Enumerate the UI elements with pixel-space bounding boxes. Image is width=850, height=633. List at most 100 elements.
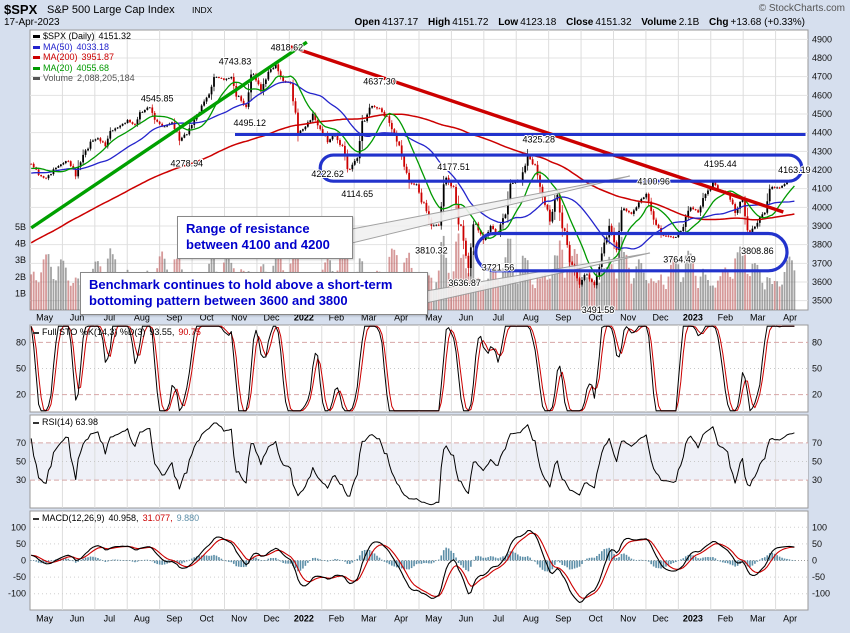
bottoming-zone-capsule	[474, 231, 789, 273]
symbol-ticker: $SPX	[4, 2, 38, 17]
price-axis-label: 4000	[812, 202, 832, 212]
quote-label: Chg	[709, 17, 729, 28]
price-label: 4818.62	[271, 43, 304, 53]
price-label: 3764.49	[663, 254, 696, 264]
price-label: 4637.30	[363, 76, 396, 86]
macd-axis-label: 50	[812, 539, 822, 549]
rsi-title-text: RSI(14) 63.98	[42, 417, 99, 427]
month-axis-label: May	[36, 313, 54, 323]
quote-value: 4123.18	[520, 17, 557, 28]
price-axis-label: 4300	[812, 146, 832, 156]
month-axis-label: Sep	[166, 614, 182, 624]
month-axis-label: Nov	[231, 614, 248, 624]
sto-axis-label: 80	[16, 337, 26, 347]
blue-annotations	[234, 133, 806, 273]
volume-axis-label: 3B	[15, 255, 26, 265]
rsi-panel-title: RSI(14) 63.98	[33, 417, 98, 427]
sto-axis-label: 50	[16, 364, 26, 374]
legend-volume: Volume 2,088,205,184	[33, 73, 135, 84]
legend-value: 4033.18	[76, 41, 110, 52]
month-axis-label: Nov	[620, 614, 637, 624]
month-axis-label: Oct	[200, 313, 215, 323]
month-axis-label: Oct	[589, 313, 604, 323]
month-axis-label: Aug	[523, 614, 539, 624]
quote-value: 2.1B	[678, 17, 700, 28]
indicator-icon	[33, 331, 39, 334]
month-axis-label: Jun	[70, 614, 85, 624]
macd-axis-label: -50	[13, 572, 26, 582]
month-axis-label: Oct	[200, 614, 215, 624]
quote-value: 4151.32	[595, 17, 632, 28]
price-label: 4222.62	[311, 169, 344, 179]
month-axis-label: Aug	[134, 313, 150, 323]
sto-axis-label: 50	[812, 364, 822, 374]
quote-label: High	[428, 17, 451, 28]
legend-value: 4055.68	[76, 62, 110, 73]
rsi-plot	[30, 422, 795, 506]
month-axis-label: Nov	[620, 313, 637, 323]
ohlc-quote-line: Open 4137.17 High 4151.72 Low 4123.18 Close…	[355, 17, 812, 28]
index-name: S&P 500 Large Cap Index	[47, 4, 175, 16]
main-chart-legend: $SPX (Daily) 4151.32 MA(50) 4033.18 MA(200…	[33, 31, 135, 84]
price-axis-label: 4600	[812, 90, 832, 100]
price-label: 4195.44	[704, 159, 737, 169]
axis-labels: 3500 3600 3700 3800 3900 4000 4100 4200 4300 4400…	[8, 34, 832, 623]
macd-hist-value: 9.880	[176, 513, 200, 523]
month-axis-label: 2022	[294, 614, 314, 624]
month-axis-label: Feb	[718, 313, 734, 323]
ma200-line-icon	[33, 56, 40, 60]
macd-histogram	[30, 547, 796, 573]
sto-axis-label: 20	[16, 390, 26, 400]
macd-signal-line	[31, 532, 795, 599]
downtrend-line	[290, 45, 784, 214]
callout-bottoming-pattern: Benchmark continues to hold above a shor…	[80, 272, 428, 315]
month-axis-label: Apr	[783, 313, 797, 323]
month-axis-label: Dec	[652, 313, 669, 323]
rsi-axis-label: 70	[16, 438, 26, 448]
legend-spx: $SPX (Daily) 4151.32	[33, 31, 135, 42]
quote-label: Volume	[641, 17, 677, 28]
price-axis-label: 3500	[812, 296, 832, 306]
ma50-line	[31, 81, 795, 250]
macd-axis-label: 0	[812, 556, 817, 566]
macd-axis-label: -50	[812, 572, 825, 582]
month-axis-label: Apr	[394, 313, 408, 323]
quote-label: Close	[566, 17, 594, 28]
month-axis-label: Sep	[555, 614, 571, 624]
legend-label: MA(50)	[43, 41, 73, 52]
month-axis-label: May	[425, 614, 443, 624]
month-axis-label: Oct	[589, 614, 604, 624]
month-axis-label: Mar	[750, 313, 766, 323]
price-axis-label: 4700	[812, 72, 832, 82]
price-label: 3808.86	[741, 246, 774, 256]
rsi-axis-label: 30	[16, 475, 26, 485]
month-axis-label: Apr	[783, 614, 797, 624]
sto-title-text: Full STO %K(14,3) %D(3)	[42, 327, 146, 337]
month-axis-label: Jun	[459, 614, 474, 624]
month-axis-label: Dec	[263, 614, 280, 624]
price-axis-label: 3800	[812, 240, 832, 250]
volume-axis-label: 4B	[15, 239, 26, 249]
price-label: 3810.32	[415, 246, 448, 256]
volume-axis-label: 2B	[15, 272, 26, 282]
month-axis-label: Dec	[652, 614, 669, 624]
month-axis-label: Mar	[361, 313, 377, 323]
month-axis-label: Nov	[231, 313, 248, 323]
sto-axis-label: 20	[812, 390, 822, 400]
ma20-line	[31, 75, 795, 278]
price-label: 3636.87	[448, 278, 481, 288]
stockcharts-copyright: © StockCharts.com	[758, 3, 845, 14]
legend-ma50: MA(50) 4033.18	[33, 42, 135, 53]
price-label: 4278.94	[171, 158, 204, 168]
month-axis-label: Dec	[263, 313, 280, 323]
rsi-axis-label: 50	[16, 457, 26, 467]
month-axis-label: Sep	[555, 313, 571, 323]
rsi-axis-label: 50	[812, 457, 822, 467]
legend-ma200: MA(200) 3951.87	[33, 52, 135, 63]
callout-resistance-range: Range of resistance between 4100 and 420…	[177, 216, 353, 259]
month-axis-label: Jul	[493, 614, 505, 624]
chart-date: 17-Apr-2023	[4, 17, 60, 28]
price-label: 4114.65	[341, 189, 373, 199]
price-axis-label: 4800	[812, 53, 832, 63]
price-axis-label: 4500	[812, 109, 832, 119]
